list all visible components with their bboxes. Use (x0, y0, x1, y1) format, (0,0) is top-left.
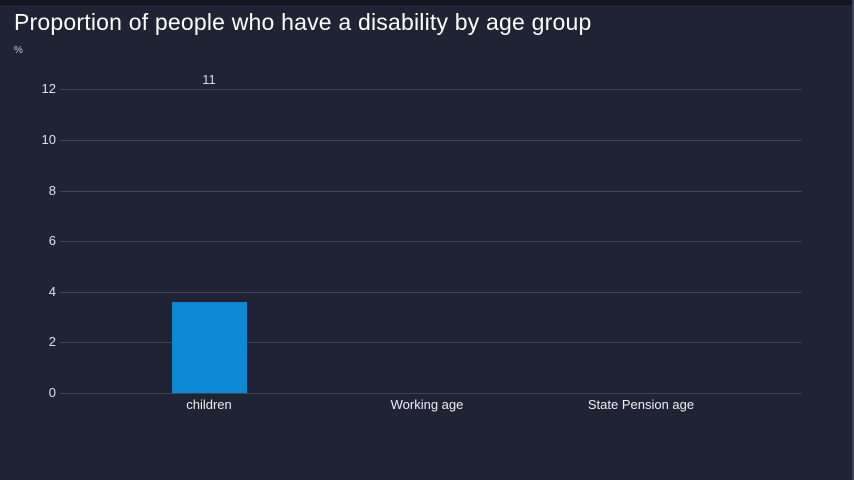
y-tick-label-2: 2 (48, 334, 56, 349)
y-tick-label-10: 10 (41, 132, 56, 147)
bar-children (172, 302, 247, 393)
y-tick-label-12: 12 (41, 81, 56, 96)
y-gridline-4 (60, 292, 802, 293)
y-tick-label-8: 8 (48, 183, 56, 198)
y-tick-label-4: 4 (48, 284, 56, 299)
y-gridline-12 (60, 89, 802, 90)
y-gridline-8 (60, 191, 802, 192)
y-gridline-0 (60, 393, 802, 394)
y-gridline-2 (60, 342, 802, 343)
x-category-label-children: children (186, 397, 232, 412)
right-edge-line (852, 0, 854, 480)
y-gridline-10 (60, 140, 802, 141)
y-gridline-6 (60, 241, 802, 242)
y-tick-label-6: 6 (48, 233, 56, 248)
x-category-label-state-pension-age: State Pension age (587, 397, 695, 412)
x-category-label-working-age: Working age (390, 397, 464, 412)
y-tick-label-0: 0 (48, 385, 56, 400)
bar-value-label-children: 11 (202, 72, 216, 87)
top-edge-strip (0, 0, 854, 5)
y-axis-unit-label: % (14, 45, 23, 56)
chart-title: Proportion of people who have a disabili… (14, 9, 592, 35)
